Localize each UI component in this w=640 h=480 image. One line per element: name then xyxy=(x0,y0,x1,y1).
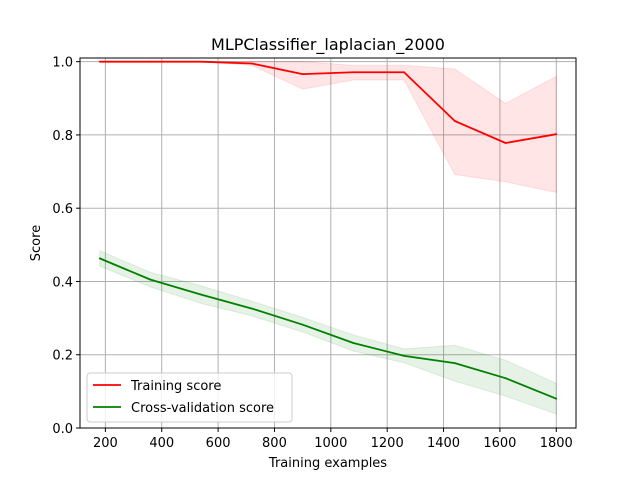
y-tick-label: 1.0 xyxy=(52,56,73,71)
data-point-0 xyxy=(200,60,203,63)
x-axis-ticks: 200 400 600 800 1000 1200 1400 1600 1800 xyxy=(93,428,573,451)
plot-frame xyxy=(79,57,577,429)
data-point-1 xyxy=(301,323,304,326)
data-point-0 xyxy=(504,142,507,144)
x-axis-label: Training examples xyxy=(268,456,387,471)
y-tick-label: 0.6 xyxy=(52,202,73,217)
x-tick-label: 1400 xyxy=(427,436,460,451)
data-point-1 xyxy=(200,293,203,296)
data-point-0 xyxy=(98,60,101,63)
data-point-1 xyxy=(251,307,253,310)
x-tick-label: 1800 xyxy=(540,436,573,451)
score-lines xyxy=(98,60,558,400)
data-point-0 xyxy=(453,120,456,122)
legend-label-cross-validation: Cross-validation score xyxy=(131,401,274,416)
x-tick-label: 1000 xyxy=(314,436,347,451)
data-point-0 xyxy=(251,62,253,65)
x-tick-label: 400 xyxy=(149,436,174,451)
band-1 xyxy=(99,249,557,415)
plot-area-background xyxy=(80,58,576,428)
data-point-1 xyxy=(453,362,456,365)
grid-lines xyxy=(80,58,576,429)
y-axis-ticks: 0.0 0.2 0.4 0.6 0.8 1.0 xyxy=(52,56,80,437)
y-tick-label: 0.8 xyxy=(52,129,73,144)
data-point-0 xyxy=(352,71,355,74)
series-line-0 xyxy=(99,60,557,144)
data-point-0 xyxy=(149,60,152,63)
legend-label-training: Training score xyxy=(130,379,221,394)
data-point-1 xyxy=(98,257,101,260)
data-point-1 xyxy=(149,278,152,281)
x-tick-label: 800 xyxy=(262,436,287,451)
x-tick-label: 1200 xyxy=(371,436,404,451)
data-point-1 xyxy=(504,377,507,380)
series-line-1 xyxy=(99,257,557,400)
y-tick-label: 0.0 xyxy=(52,422,73,437)
data-point-1 xyxy=(403,354,405,357)
y-tick-label: 0.4 xyxy=(52,275,73,290)
x-tick-label: 600 xyxy=(206,436,231,451)
legend-box xyxy=(86,372,293,423)
x-tick-label: 200 xyxy=(93,436,118,451)
data-point-0 xyxy=(301,73,304,76)
data-point-0 xyxy=(403,71,405,74)
data-point-1 xyxy=(352,342,355,344)
legend: Training score Cross-validation score xyxy=(86,372,293,423)
y-axis-label: Score xyxy=(29,225,44,261)
data-point-1 xyxy=(555,397,558,400)
y-tick-label: 0.2 xyxy=(52,349,73,364)
chart-title: MLPClassifier_laplacian_2000 xyxy=(211,35,445,55)
x-tick-label: 1600 xyxy=(483,436,516,451)
data-point-0 xyxy=(555,133,558,136)
